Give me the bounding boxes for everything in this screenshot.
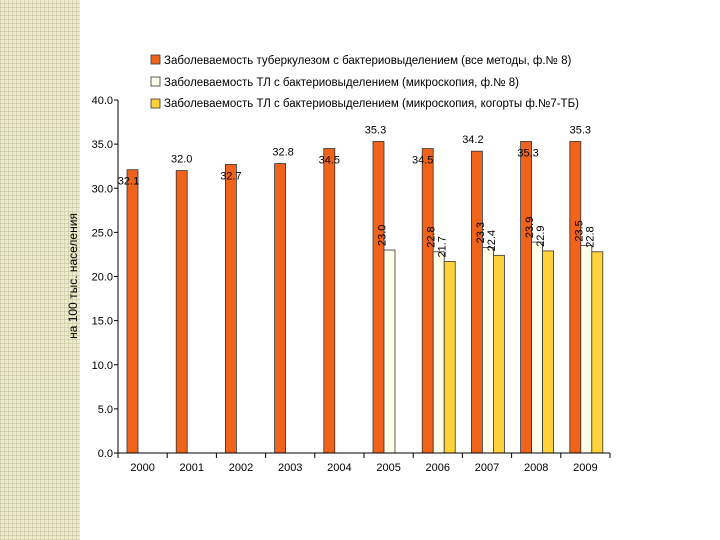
value-label-s0-2006: 34.5: [412, 155, 433, 167]
bar-s2-2007: [492, 254, 505, 454]
legend-label-cohorts: Заболеваемость ТЛ с бактериовыделением (…: [164, 98, 579, 110]
bar-s0-2007: [470, 150, 483, 454]
bar-s1-2007: [481, 246, 494, 454]
value-label-s2-2006: 21.7: [437, 236, 449, 257]
decorative-side-strip: [0, 0, 80, 540]
value-label-s1-2007: 23.3: [475, 222, 487, 243]
value-label-s1-2005: 23.0: [377, 225, 389, 246]
value-label-s0-2001: 32.0: [171, 154, 192, 166]
bar-s0-2009: [569, 141, 582, 454]
y-axis-label: на 100 тыс. населения: [66, 213, 80, 339]
x-tick-label: 2005: [376, 462, 400, 474]
x-tick-label: 2009: [573, 462, 597, 474]
value-label-s1-2008: 23.9: [524, 217, 536, 238]
legend-label-all-methods: Заболеваемость туберкулезом с бактериовы…: [164, 55, 571, 67]
y-tick-label: 20.0: [92, 272, 113, 284]
bar-s1-2005: [383, 249, 396, 454]
bar-s0-2008: [520, 141, 532, 454]
bar-s0-2000: [126, 169, 139, 454]
bar-s1-2008: [531, 241, 543, 454]
bar-s0-2003: [274, 163, 287, 454]
y-tick-label: 15.0: [92, 316, 113, 328]
value-label-s1-2006: 22.8: [426, 226, 438, 247]
y-axis-ticks: 0.0 5.0 10.0 15.0 20.0 25.0 30.0 35.0 40.0: [92, 95, 118, 460]
x-tick-label: 2001: [180, 462, 204, 474]
y-tick-label: 25.0: [92, 227, 113, 239]
bar-s0-2005: [372, 141, 385, 454]
value-label-s0-2008: 35.3: [517, 147, 538, 159]
legend-swatch-cohorts: [150, 98, 161, 109]
value-label-s0-2009: 35.3: [570, 124, 591, 136]
y-tick-label: 0.0: [98, 448, 113, 460]
value-label-s0-2005: 35.3: [365, 124, 386, 136]
y-tick-label: 35.0: [92, 139, 113, 151]
x-tick-label: 2003: [278, 462, 302, 474]
value-label-s0-2004: 34.5: [319, 155, 340, 167]
bar-s2-2008: [542, 250, 554, 454]
bar-s0-2006: [421, 148, 434, 454]
bar-s1-2006: [432, 251, 445, 454]
bar-s0-2001: [175, 170, 188, 454]
x-tick-label: 2002: [229, 462, 253, 474]
y-tick-label: 30.0: [92, 183, 113, 195]
value-label-s0-2000: 32.1: [118, 176, 139, 188]
value-label-s0-2002: 32.7: [220, 170, 241, 182]
bar-s0-2004: [323, 148, 336, 454]
value-labels: 32.1 32.0 32.7 32.8 34.5 35.3 34.5 34.2 35.3 35.3…: [118, 124, 597, 257]
bar-s1-2009: [580, 245, 593, 454]
value-label-s0-2003: 32.8: [272, 147, 293, 159]
value-label-s2-2007: 22.4: [486, 230, 498, 251]
legend-label-microscopy: Заболеваемость ТЛ с бактериовыделением (…: [164, 77, 519, 89]
y-tick-label: 5.0: [98, 404, 113, 416]
x-tick-label: 2004: [327, 462, 351, 474]
value-label-s1-2009: 23.5: [573, 220, 585, 241]
x-tick-label: 2006: [426, 462, 450, 474]
value-label-s2-2009: 22.8: [584, 226, 596, 247]
x-tick-label: 2008: [524, 462, 548, 474]
legend-swatch-microscopy: [150, 76, 161, 87]
bar-s0-2002: [224, 164, 237, 454]
value-label-s2-2008: 22.9: [535, 225, 547, 246]
legend-swatch-all-methods: [150, 54, 161, 65]
x-tick-label: 2007: [475, 462, 499, 474]
bar-s2-2009: [591, 251, 604, 454]
x-tick-label: 2000: [130, 462, 154, 474]
bar-s2-2006: [443, 261, 456, 454]
x-axis-ticks: 2000 2001 2002 2003 2004 2005 2006 2007 2008 2009: [117, 453, 611, 474]
legend: Заболеваемость туберкулезом с бактериовы…: [150, 54, 579, 110]
value-label-s0-2007: 34.2: [462, 134, 483, 146]
bars: [126, 141, 604, 454]
y-tick-label: 10.0: [92, 360, 113, 372]
y-tick-label: 40.0: [92, 95, 113, 107]
